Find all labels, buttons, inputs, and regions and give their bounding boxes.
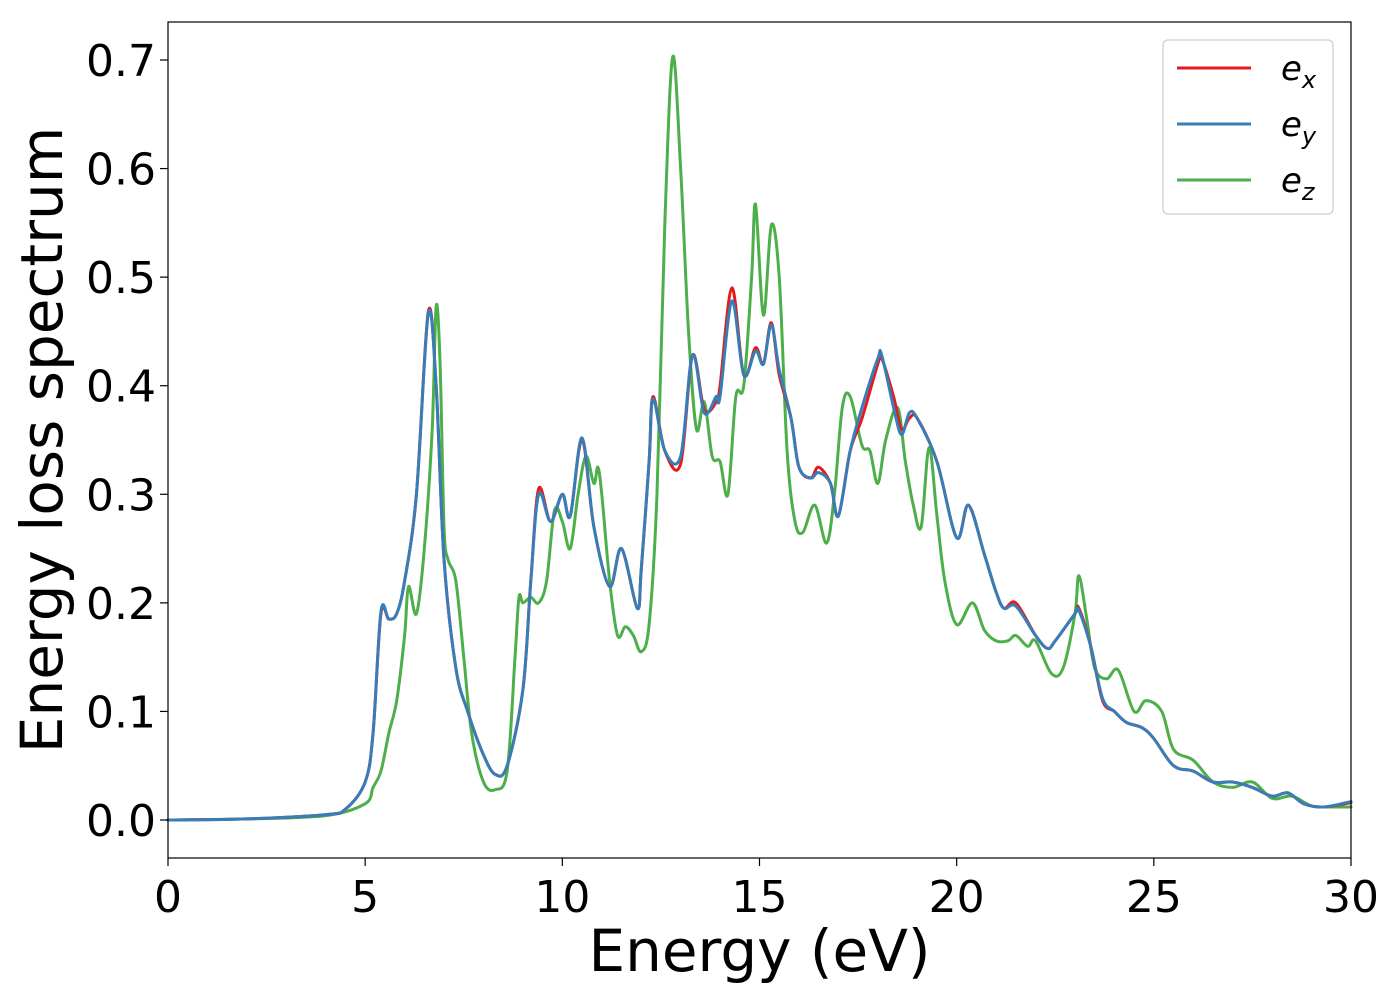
y-tick-label: 0.5 [86,253,156,304]
y-tick-label: 0.3 [86,470,156,521]
series-layer [166,54,1353,822]
y-tick-label: 0.7 [86,36,156,87]
series-line-e-x [166,286,1353,822]
series-line-e-z [166,54,1353,822]
x-tick-label: 15 [732,872,788,923]
series-line-e-y [166,299,1353,822]
legend-box [1162,39,1334,215]
y-tick-label: 0.1 [86,687,156,738]
legend-label-z: ez [1281,161,1316,206]
legend-label-x: ex [1281,49,1317,94]
y-tick-label: 0.0 [86,796,156,847]
x-tick-label: 20 [929,872,985,923]
y-axis-ticks: 0.0 0.1 0.2 0.3 0.4 0.5 0.6 0.7 [86,36,168,847]
x-tick-label: 5 [351,872,379,923]
x-tick-label: 0 [154,872,182,923]
y-tick-label: 0.6 [86,145,156,196]
x-axis-label: Energy (eV) [588,917,930,985]
legend: ex ey ez [1162,39,1334,215]
x-tick-label: 30 [1323,872,1379,923]
x-tick-label: 25 [1126,872,1182,923]
legend-label-y: ey [1281,105,1317,150]
y-axis-label: Energy loss spectrum [8,127,76,753]
y-tick-label: 0.4 [86,362,156,413]
y-tick-label: 0.2 [86,579,156,630]
x-axis-ticks: 0 5 10 15 20 25 30 [154,858,1379,923]
x-tick-label: 10 [534,872,590,923]
